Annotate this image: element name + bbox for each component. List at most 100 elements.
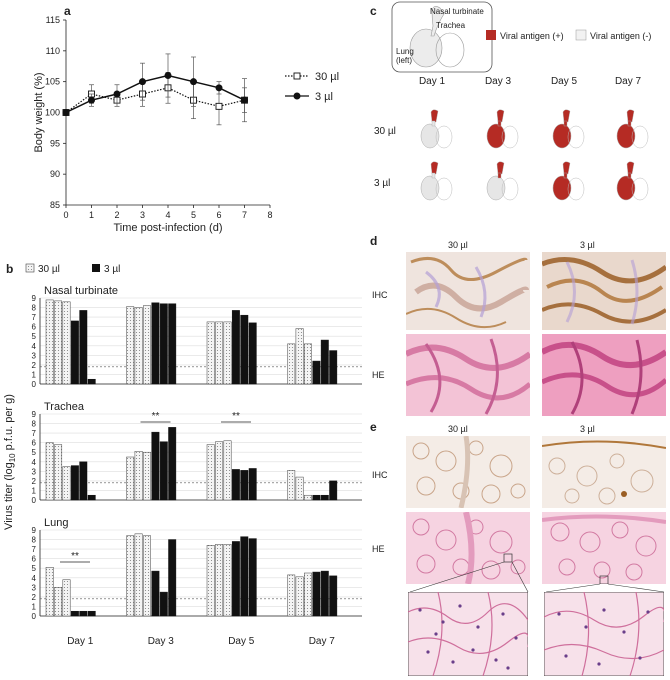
b-y-tick-label: 7 [32,313,37,322]
b-bar [223,321,232,385]
c-lung-right [631,177,649,201]
b-bar [248,468,257,501]
b-y-tick-label: 8 [32,304,37,313]
d-row-label-ihc: IHC [372,290,388,300]
body-weight-chart: 85 90 95 100 105 110 115 0 1 2 3 4 5 6 7 8 Time post-inf… [33,15,339,234]
b-panel-title-0: Nasal turbinate [44,285,118,297]
a-y-tick-label: 85 [50,200,60,210]
b-bar [329,350,338,385]
c-lung-right [501,125,519,149]
a-x-tick-label: 1 [89,210,94,220]
c-organ-icon-1-0 [420,161,453,201]
b-bar [295,328,304,385]
e-ihc-3-micrograph [542,436,666,508]
d-col-label-30: 30 µl [448,240,468,250]
c-organ-icon-1-3 [616,161,649,201]
b-bar [287,574,296,617]
panel-letter-b: b [6,262,14,276]
c-lung-left [616,123,636,149]
b-sig-label: ** [71,551,79,562]
b-bar [329,480,338,501]
b-bar [45,442,54,501]
b-bar [304,494,312,501]
e-row-label-he: HE [372,544,385,554]
b-bar [87,610,96,617]
c-trachea [431,172,436,179]
panel-letter-d: d [370,234,378,248]
b-y-tick-label: 3 [32,467,37,476]
b-y-tick-label: 9 [32,526,37,535]
d-ihc-3-micrograph [542,252,666,330]
c-lung-right [631,125,649,149]
b-bar [134,307,143,385]
b-bar [287,343,296,385]
a-legend-label-0: 30 µl [315,71,339,83]
c-lung-right [435,177,453,201]
b-y-label-sub: 10 [8,453,17,462]
a-x-tick-label: 0 [63,210,68,220]
c-row-label-0: 30 µl [374,126,396,137]
c-day-label-2: Day 5 [551,76,578,87]
c-nasal [562,109,571,123]
e-row-label-ihc: IHC [372,470,388,480]
b-bar [248,538,257,617]
c-organ-icon-1-2 [552,161,585,201]
b-bar [206,444,215,501]
b-bar [87,494,96,501]
b-y-tick-label: 5 [32,564,37,573]
a-y-tick-label: 105 [45,77,60,87]
b-y-tick-label: 6 [32,323,37,332]
c-trachea [497,120,502,127]
b-bar [54,300,63,385]
b-bar [231,541,240,617]
c-organ-icon-0-3 [616,109,649,149]
b-bar [223,440,232,501]
c-row-label-1: 3 µl [374,178,390,189]
panel-e: 30 µl 3 µl IHC HE [370,424,670,680]
e-he-3-magnified [544,592,664,676]
a-point [139,78,146,86]
b-y-tick-label: 8 [32,536,37,545]
b-bar [231,469,240,501]
a-x-tick-label: 3 [140,210,145,220]
d-row-label-he: HE [372,370,385,380]
c-trachea [431,120,436,127]
b-y-tick-label: 1 [32,370,37,379]
b-bar [168,539,177,617]
c-organ-icon-0-0 [420,109,453,149]
b-bar [126,306,135,385]
c-nasal [626,161,635,175]
a-y-axis-label: Body weight (%) [33,72,45,152]
b-bar [151,431,160,501]
c-day-label-0: Day 1 [419,76,446,87]
b-bar [62,579,71,617]
c-lung-left [552,123,572,149]
c-trachea [627,172,632,179]
b-legend-swatch-30 [25,263,35,273]
d-he-3-micrograph [542,334,666,416]
b-bar [54,444,63,501]
b-sig-label: ** [232,411,240,422]
b-bar [134,533,143,617]
b-bar [126,535,135,617]
b-bar [248,322,257,385]
zoom-lines [409,561,665,593]
a-legend-label-1: 3 µl [315,91,333,103]
b-y-tick-label: 6 [32,555,37,564]
b-bar [70,610,79,617]
b-bar [295,476,304,501]
b-bar [45,567,54,617]
b-y-tick-label: 8 [32,420,37,429]
b-bar [312,360,321,385]
c-nasal-shape [430,6,445,37]
c-nasal [562,161,571,175]
b-bar [329,575,338,617]
b-category-label: Day 5 [228,636,255,647]
c-lung-left [486,123,506,149]
b-bar [70,465,79,501]
c-organ-icon-1-1 [486,161,519,201]
b-bar [70,320,79,385]
b-legend-label-30: 30 µl [38,264,60,275]
b-bar [134,451,143,501]
